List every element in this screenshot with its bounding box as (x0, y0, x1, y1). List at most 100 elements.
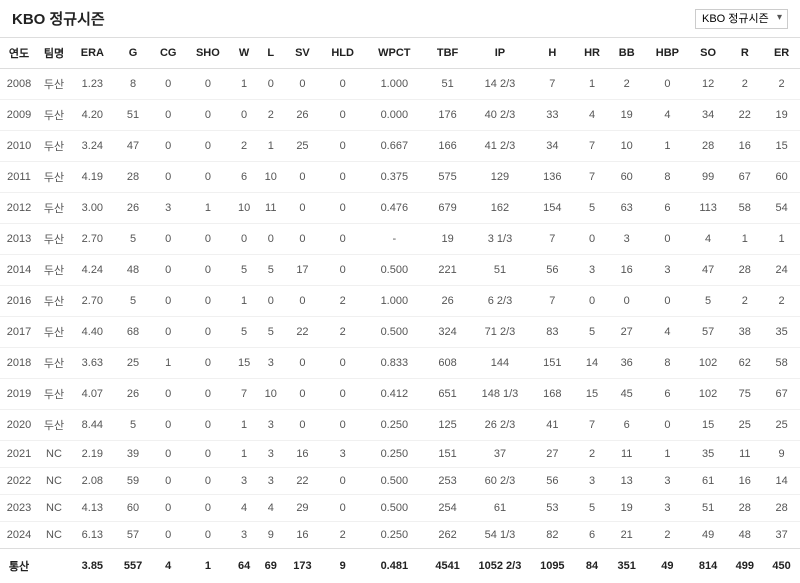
table-cell: 48 (726, 522, 763, 549)
table-cell: 27 (529, 441, 576, 468)
total-cell: 통산 (0, 549, 38, 583)
table-cell: 0 (185, 255, 231, 286)
table-cell: 60 (115, 495, 152, 522)
table-cell: 0.412 (364, 379, 424, 410)
table-cell: 0 (151, 495, 185, 522)
table-cell: 8 (115, 69, 152, 100)
column-header: HBP (645, 38, 690, 69)
table-cell: 0 (151, 162, 185, 193)
column-header: L (257, 38, 284, 69)
table-cell: 0 (321, 69, 365, 100)
table-cell: 2011 (0, 162, 38, 193)
table-cell: 16 (726, 131, 763, 162)
table-cell: 60 (608, 162, 645, 193)
table-cell: 2 (576, 441, 609, 468)
table-header-row: 연도팀명ERAGCGSHOWLSVHLDWPCTTBFIPHHRBBHBPSOR… (0, 38, 800, 69)
table-cell: 15 (231, 348, 258, 379)
table-cell: 0 (185, 495, 231, 522)
table-cell: 324 (424, 317, 471, 348)
table-cell: 0 (608, 286, 645, 317)
table-total-row: 통산3.8555741646917390.48145411052 2/31095… (0, 549, 800, 583)
table-cell: 11 (608, 441, 645, 468)
table-cell: 56 (529, 255, 576, 286)
table-cell: 0.250 (364, 441, 424, 468)
table-cell: 47 (115, 131, 152, 162)
table-cell: 8 (645, 162, 690, 193)
table-cell: 6 (231, 162, 258, 193)
table-cell: 60 (763, 162, 800, 193)
table-cell: 49 (690, 522, 727, 549)
table-cell: 2008 (0, 69, 38, 100)
table-cell: 575 (424, 162, 471, 193)
table-cell: 99 (690, 162, 727, 193)
table-title: KBO 정규시즌 (12, 8, 105, 29)
season-dropdown[interactable]: KBO 정규시즌 (695, 9, 788, 29)
table-cell: 0 (284, 162, 321, 193)
table-cell: 82 (529, 522, 576, 549)
table-cell: 33 (529, 100, 576, 131)
table-cell: 0 (321, 193, 365, 224)
table-cell: 10 (231, 193, 258, 224)
table-row: 2024NC6.135700391620.25026254 1/38262124… (0, 522, 800, 549)
table-cell: 0 (321, 495, 365, 522)
table-cell: 1 (576, 69, 609, 100)
column-header: SO (690, 38, 727, 69)
table-cell: 58 (726, 193, 763, 224)
column-header: R (726, 38, 763, 69)
table-cell: 24 (763, 255, 800, 286)
table-row: 2010두산3.244700212500.66716641 2/33471012… (0, 131, 800, 162)
table-cell: 0 (151, 317, 185, 348)
table-cell: 0.476 (364, 193, 424, 224)
column-header: 팀명 (38, 38, 70, 69)
table-cell: 0 (151, 522, 185, 549)
table-cell: 254 (424, 495, 471, 522)
table-cell: 11 (257, 193, 284, 224)
table-cell: 0 (151, 286, 185, 317)
table-cell: 59 (115, 468, 152, 495)
column-header: HLD (321, 38, 365, 69)
table-cell: 0 (321, 379, 365, 410)
table-cell: 54 1/3 (471, 522, 529, 549)
table-cell: 0 (185, 131, 231, 162)
table-cell: 0.250 (364, 410, 424, 441)
table-cell: 두산 (38, 224, 70, 255)
table-cell: 0 (185, 100, 231, 131)
table-cell: 1 (257, 131, 284, 162)
table-cell: 0 (231, 224, 258, 255)
total-cell: 3.85 (70, 549, 115, 583)
table-cell: 4 (645, 317, 690, 348)
table-cell: 11 (726, 441, 763, 468)
table-cell: 53 (529, 495, 576, 522)
table-cell: 54 (763, 193, 800, 224)
table-cell: 34 (529, 131, 576, 162)
table-cell: 0 (257, 69, 284, 100)
column-header: CG (151, 38, 185, 69)
table-cell: 0 (576, 286, 609, 317)
table-header: KBO 정규시즌 KBO 정규시즌 (0, 0, 800, 38)
column-header: WPCT (364, 38, 424, 69)
table-cell: 17 (284, 255, 321, 286)
table-cell: 608 (424, 348, 471, 379)
table-cell: 2010 (0, 131, 38, 162)
table-cell: 6 (608, 410, 645, 441)
table-cell: 2 (726, 286, 763, 317)
table-cell: 2 (763, 69, 800, 100)
table-cell: NC (38, 441, 70, 468)
table-cell: 51 (690, 495, 727, 522)
table-cell: 21 (608, 522, 645, 549)
table-cell: 두산 (38, 162, 70, 193)
table-cell: 2 (645, 522, 690, 549)
table-cell: 8 (645, 348, 690, 379)
column-header: SV (284, 38, 321, 69)
table-cell: 4 (690, 224, 727, 255)
table-cell: 28 (763, 495, 800, 522)
table-cell: 2 (231, 131, 258, 162)
table-cell: 14 2/3 (471, 69, 529, 100)
table-cell: 62 (726, 348, 763, 379)
table-cell: 0 (321, 224, 365, 255)
table-cell: 2009 (0, 100, 38, 131)
table-cell: 2 (321, 522, 365, 549)
table-cell: NC (38, 468, 70, 495)
table-cell: 26 (284, 100, 321, 131)
table-cell: 7 (576, 410, 609, 441)
